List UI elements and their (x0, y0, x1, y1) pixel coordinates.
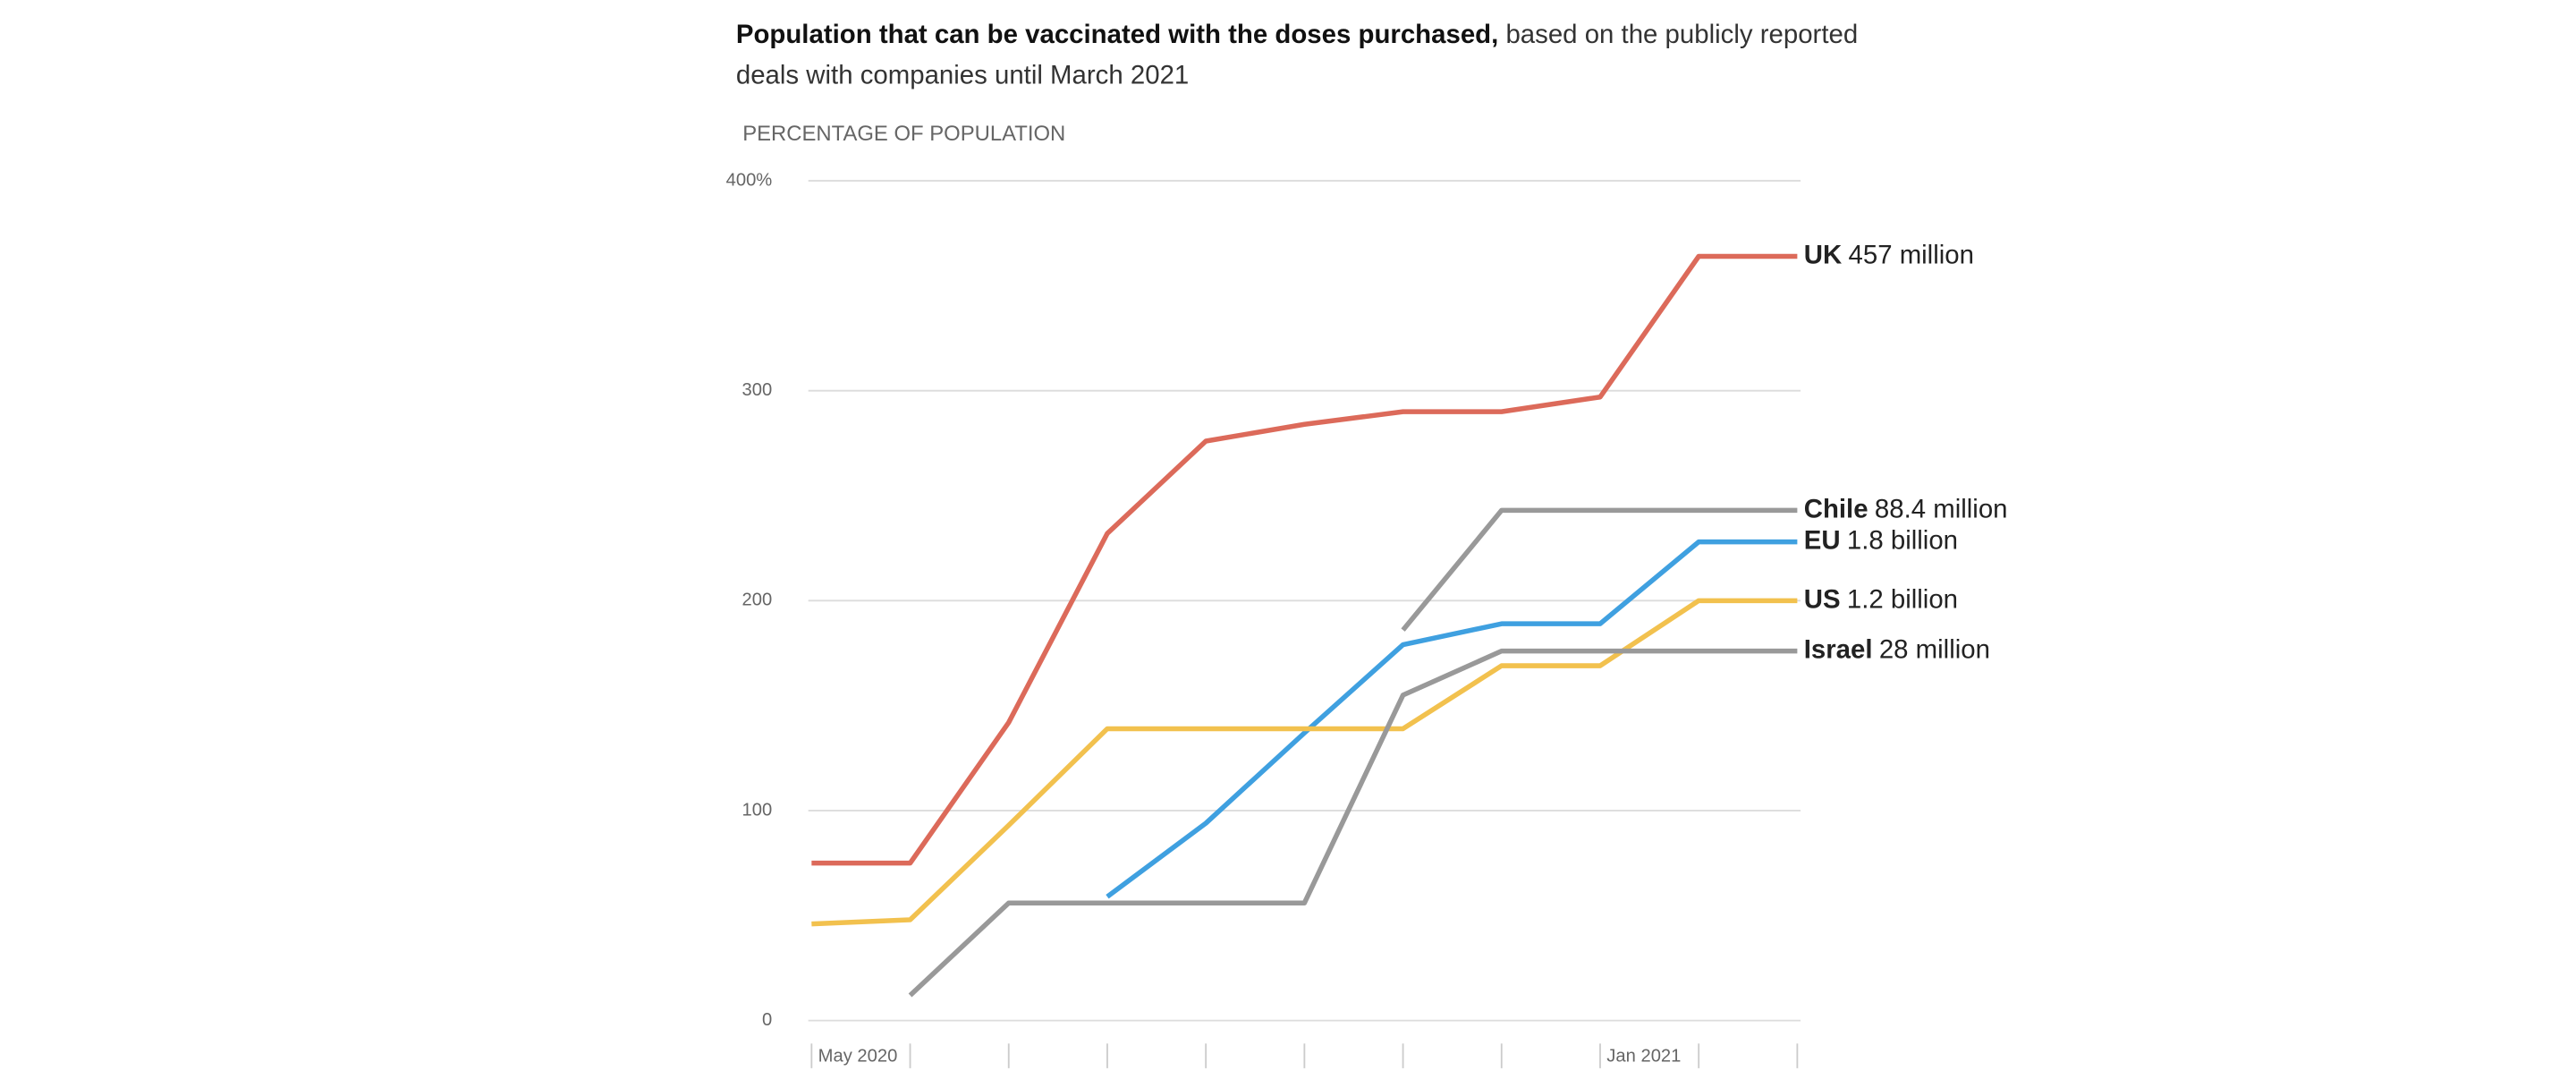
series-label: Chile 88.4 million (1804, 494, 2008, 523)
series-value: 1.8 billion (1847, 525, 1958, 555)
series-line (908, 648, 1798, 998)
series-line (1401, 507, 1798, 632)
series-name: UK (1804, 240, 1842, 269)
y-tick-label: 400% (726, 170, 773, 190)
series-value: 88.4 million (1875, 494, 2008, 523)
series-name: Chile (1804, 494, 1868, 523)
x-tick-label: May 2020 (818, 1046, 898, 1066)
title-bold: Population that can be vaccinated with t… (735, 21, 1499, 50)
series-line (811, 598, 1798, 927)
series-label: EU 1.8 billion (1804, 525, 1958, 555)
series-value: 1.2 billion (1847, 584, 1958, 614)
series-label: US 1.2 billion (1804, 584, 1958, 614)
series-name: Israel (1804, 634, 1873, 664)
title-rest: based on the publicly reported deals wit… (735, 21, 1859, 91)
series-line (1106, 539, 1798, 899)
y-tick-label: 200 (742, 591, 773, 610)
chart-title: Population that can be vaccinated with t… (736, 15, 1869, 98)
y-axis-label: PERCENTAGE OF POPULATION (742, 122, 1065, 146)
series-name: EU (1804, 525, 1841, 555)
series-name: US (1804, 584, 1841, 614)
series-line (811, 253, 1798, 866)
x-tick-label: Jan 2021 (1606, 1046, 1681, 1066)
y-tick-label: 100 (742, 800, 773, 820)
series-value: 28 million (1879, 634, 1990, 664)
series-value: 457 million (1849, 240, 1974, 269)
y-tick-label: 300 (742, 380, 773, 400)
series-label: Israel 28 million (1804, 634, 1990, 664)
y-tick-label: 0 (762, 1010, 772, 1030)
series-label: UK 457 million (1804, 240, 1974, 269)
